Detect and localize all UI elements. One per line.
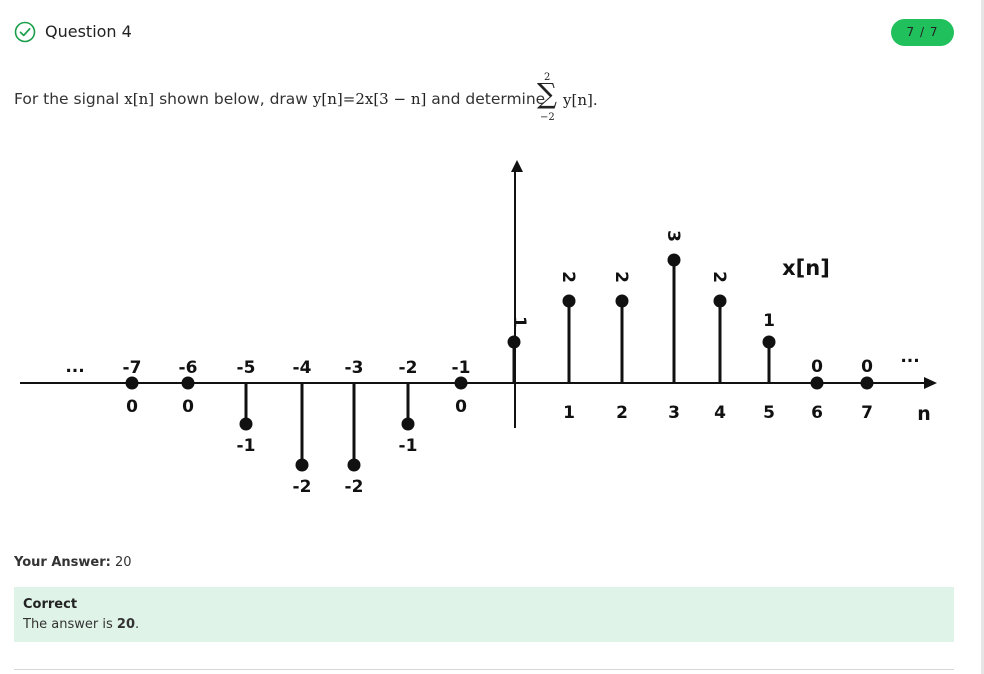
feedback-suffix: . <box>135 617 140 632</box>
feedback-correct-value: 20 <box>116 617 136 632</box>
value-label--6: 0 <box>182 397 194 417</box>
tick-label--3: -3 <box>345 358 364 378</box>
prompt-equation: y[n]=2x[3 − n] <box>312 90 427 108</box>
sum-lower-limit: −2 <box>540 112 555 123</box>
feedback-prefix: The answer is <box>23 617 113 632</box>
prompt-and: and determine <box>431 90 546 108</box>
value-label-0: 1 <box>509 316 529 328</box>
value-label-5: 1 <box>763 311 775 331</box>
tick-label-4: 4 <box>714 403 726 423</box>
sample-point--7 <box>125 376 139 390</box>
value-label-1: 2 <box>558 271 578 283</box>
feedback-status: Correct <box>23 597 78 612</box>
sample-point--2 <box>401 417 415 431</box>
value-label-6: 0 <box>811 357 823 377</box>
value-label--3: -2 <box>345 477 364 497</box>
tick-label-6: 6 <box>811 403 823 423</box>
divider <box>14 669 954 670</box>
sum-argument: y[n]. <box>563 91 598 109</box>
x-axis-arrowhead <box>924 377 937 389</box>
prompt-prefix: For the signal <box>14 90 120 108</box>
your-answer: Your Answer: 20 <box>14 555 132 570</box>
sample-point-3 <box>667 253 681 267</box>
signal-label: x[n] <box>782 256 830 280</box>
tick-label-5: 5 <box>763 403 775 423</box>
tick-label--2: -2 <box>399 358 418 378</box>
tick-label--5: -5 <box>237 358 256 378</box>
tick-label--6: -6 <box>179 358 198 378</box>
sample-point-2 <box>615 294 629 308</box>
y-axis-arrowhead <box>511 160 523 172</box>
value-label-2: 2 <box>611 271 631 283</box>
page-edge <box>981 0 984 674</box>
tick-label--1: -1 <box>452 358 471 378</box>
answer-value: 20 <box>114 555 132 570</box>
tick-label--4: -4 <box>293 358 312 378</box>
left-ellipsis: ... <box>65 357 84 377</box>
check-circle-icon <box>14 21 36 43</box>
sample-point-7 <box>860 376 874 390</box>
sample-point-4 <box>713 294 727 308</box>
feedback-box: Correct The answer is 20. <box>14 587 954 642</box>
sample-point-6 <box>810 376 824 390</box>
score-badge: 7 / 7 <box>891 19 954 46</box>
summation: 2 ∑ −2 <box>534 72 564 124</box>
answer-label: Your Answer: <box>14 555 111 570</box>
tick-label-3: 3 <box>668 403 680 423</box>
question-title: Question 4 <box>45 22 132 41</box>
sum-upper-limit: 2 <box>544 72 551 83</box>
sample-point-1 <box>562 294 576 308</box>
sample-point--4 <box>295 458 309 472</box>
tick-label-1: 1 <box>563 403 575 423</box>
question-header: Question 4 7 / 7 <box>14 19 954 46</box>
feedback-text: The answer is 20. <box>23 617 139 632</box>
value-label--7: 0 <box>126 397 138 417</box>
value-label--4: -2 <box>293 477 312 497</box>
value-label--1: 0 <box>455 397 467 417</box>
value-label-4: 2 <box>709 271 729 283</box>
value-label-3: 3 <box>663 230 683 242</box>
sample-point-5 <box>762 335 776 349</box>
sum-symbol: ∑ <box>537 77 557 110</box>
value-label--5: -1 <box>237 436 256 456</box>
right-ellipsis: ... <box>900 347 919 367</box>
tick-label-2: 2 <box>616 403 628 423</box>
sample-point--1 <box>454 376 468 390</box>
question-prompt: For the signal x[n] shown below, draw y[… <box>14 90 545 108</box>
sample-point-0 <box>507 335 521 349</box>
value-label--2: -1 <box>399 436 418 456</box>
tick-label--7: -7 <box>123 358 142 378</box>
stem-plot-figure: ... ... n x[n] -7 0 -6 0 -5 -1 -4 -2 -3 -2 -2 -1 -1 0 1 1 2 2… <box>20 160 937 497</box>
sample-point--6 <box>181 376 195 390</box>
sample-point--5 <box>239 417 253 431</box>
prompt-mid: shown below, draw <box>159 90 308 108</box>
prompt-signal: x[n] <box>124 90 155 108</box>
sample-point--3 <box>347 458 361 472</box>
tick-label-7: 7 <box>861 403 873 423</box>
value-label-7: 0 <box>861 357 873 377</box>
axis-label-n: n <box>917 403 931 425</box>
